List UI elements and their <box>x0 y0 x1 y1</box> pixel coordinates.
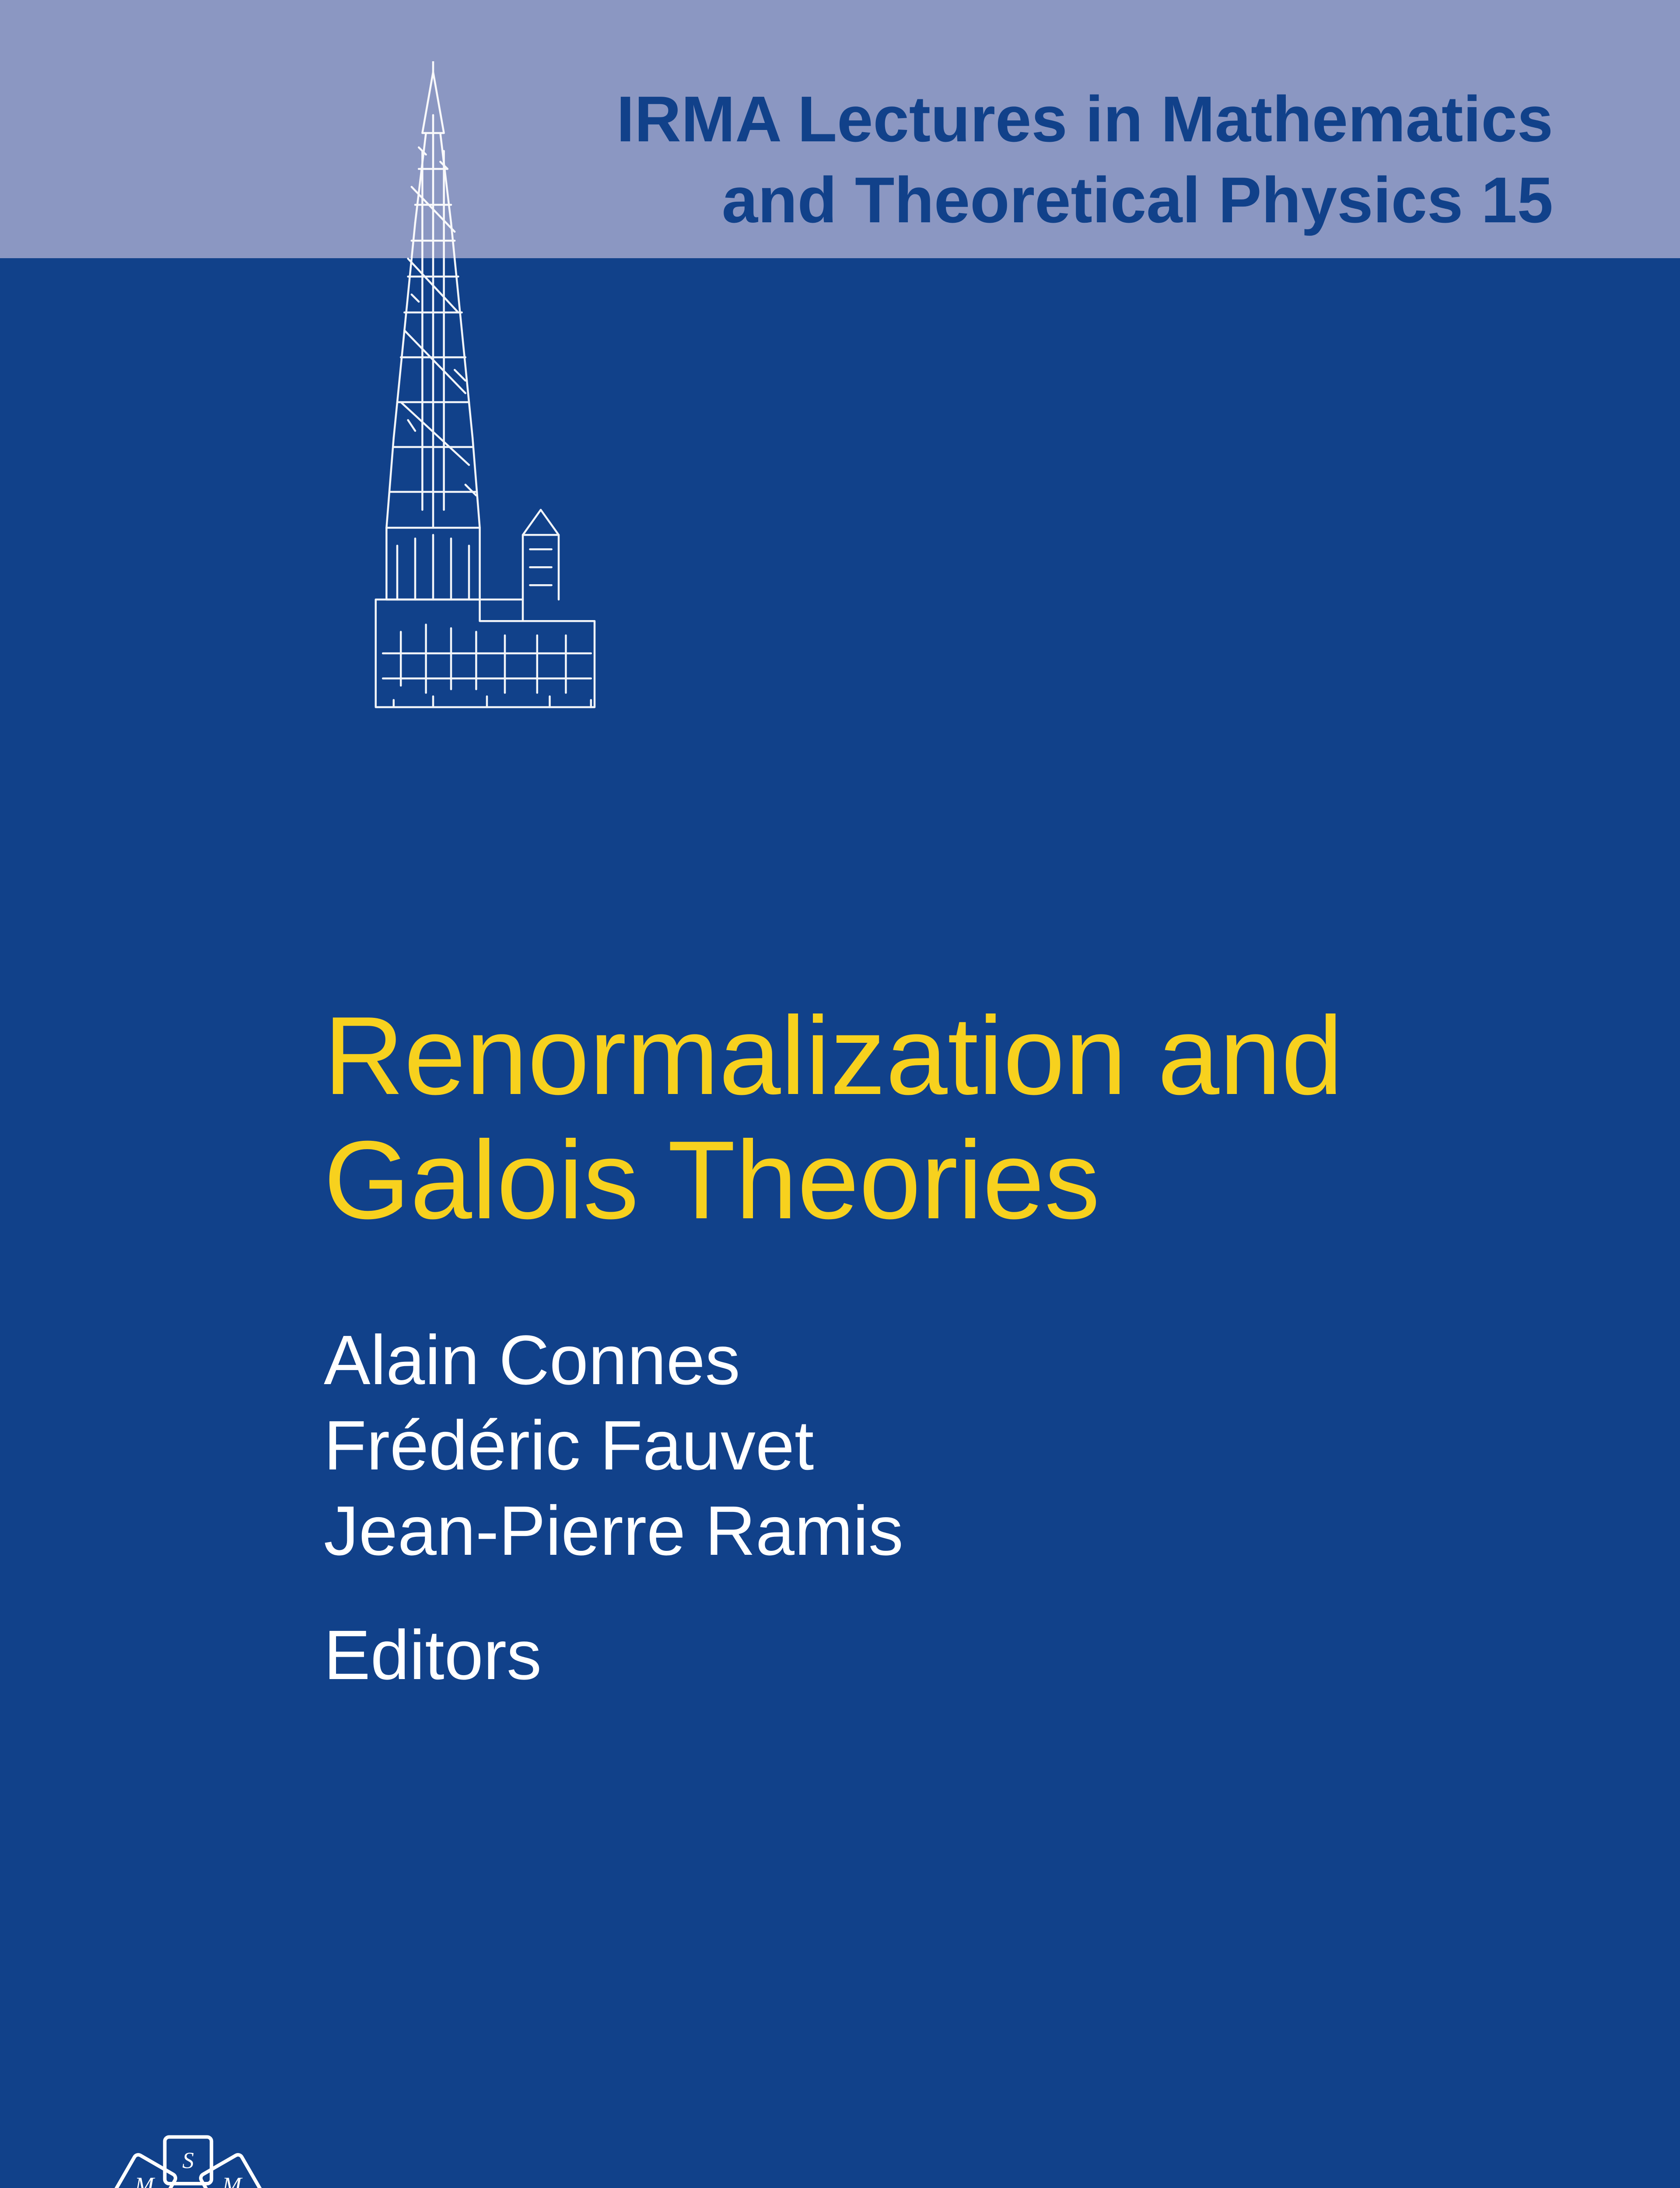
publisher-word1-cap: E <box>324 2184 373 2188</box>
series-line-2: and Theoretical Physics 15 <box>616 160 1553 241</box>
book-title: Renormalization and Galois Theories <box>324 993 1343 1242</box>
title-line-2: Galois Theories <box>324 1118 1343 1242</box>
author-3: Jean-Pierre Ramis <box>324 1488 903 1573</box>
cathedral-spire-icon <box>254 61 612 779</box>
publisher-word2-cap: M <box>603 2184 664 2188</box>
logo-letter: M <box>222 2172 243 2188</box>
series-line-1: IRMA Lectures in Mathematics <box>616 79 1553 160</box>
book-cover: IRMA Lectures in Mathematics and Theoret… <box>0 0 1680 2188</box>
author-2: Frédéric Fauvet <box>324 1403 903 1488</box>
logo-letter: S <box>182 2147 194 2174</box>
title-line-1: Renormalization and <box>324 993 1343 1118</box>
editors-label: Editors <box>324 1615 542 1695</box>
publisher-name: European Mathematical Society <box>324 2184 1181 2188</box>
logo-letter: M <box>134 2172 155 2188</box>
series-title: IRMA Lectures in Mathematics and Theoret… <box>616 79 1553 241</box>
authors-block: Alain Connes Frédéric Fauvet Jean-Pierre… <box>324 1317 903 1574</box>
author-1: Alain Connes <box>324 1317 903 1403</box>
ems-logo-icon: S M E S E M <box>101 2122 276 2188</box>
publisher-word3-cap: S <box>979 2184 1028 2188</box>
